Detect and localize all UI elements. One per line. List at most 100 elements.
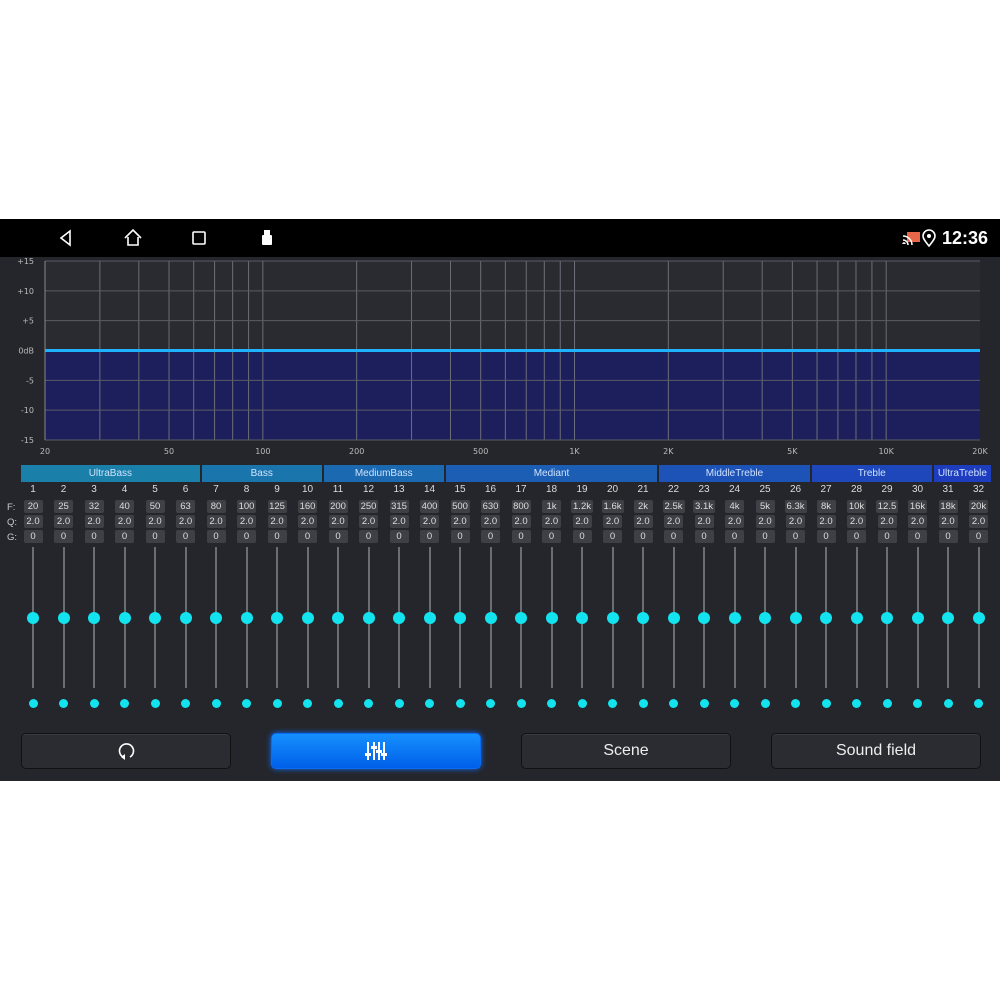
gain-field[interactable]: 0	[572, 530, 592, 543]
gain-slider-knob[interactable]	[179, 611, 192, 624]
frequency-field[interactable]: 12.5	[876, 500, 898, 513]
frequency-field[interactable]: 80	[206, 500, 226, 513]
gain-slider-knob[interactable]	[576, 611, 588, 624]
gain-field[interactable]: 0	[603, 530, 622, 543]
q-field[interactable]: 2.0	[359, 515, 378, 528]
gain-slider-knob[interactable]	[850, 611, 863, 624]
gain-field[interactable]: 0	[54, 530, 73, 543]
q-field[interactable]: 2.0	[908, 515, 927, 528]
gain-field[interactable]: 0	[359, 530, 378, 543]
frequency-field[interactable]: 32	[84, 500, 104, 513]
gain-slider-knob[interactable]	[240, 611, 253, 624]
gain-slider-knob[interactable]	[454, 611, 466, 624]
gain-slider-knob[interactable]	[698, 611, 710, 624]
gain-slider-knob[interactable]	[789, 611, 802, 624]
frequency-field[interactable]: 200	[328, 500, 348, 513]
gain-slider-knob[interactable]	[362, 611, 375, 624]
frequency-field[interactable]: 315	[389, 500, 409, 513]
gain-slider-knob[interactable]	[637, 611, 649, 624]
gain-slider-knob[interactable]	[820, 611, 832, 624]
gain-field[interactable]: 0	[84, 530, 104, 543]
frequency-field[interactable]: 2.5k	[662, 500, 685, 513]
q-field[interactable]: 2.0	[938, 515, 958, 528]
frequency-field[interactable]: 16k	[908, 500, 927, 513]
gain-field[interactable]: 0	[664, 530, 683, 543]
q-field[interactable]: 2.0	[633, 515, 653, 528]
gain-field[interactable]: 0	[786, 530, 805, 543]
frequency-field[interactable]: 800	[511, 500, 531, 513]
gain-slider-knob[interactable]	[118, 611, 131, 624]
gain-slider-knob[interactable]	[728, 611, 741, 624]
q-field[interactable]: 2.0	[23, 515, 43, 528]
gain-field[interactable]: 0	[481, 530, 500, 543]
q-field[interactable]: 2.0	[603, 515, 622, 528]
q-field[interactable]: 2.0	[786, 515, 805, 528]
gain-field[interactable]: 0	[328, 530, 348, 543]
gain-slider-knob[interactable]	[881, 611, 893, 624]
gain-slider-knob[interactable]	[271, 611, 283, 624]
q-field[interactable]: 2.0	[328, 515, 348, 528]
q-field[interactable]: 2.0	[725, 515, 744, 528]
q-field[interactable]: 2.0	[115, 515, 134, 528]
gain-field[interactable]: 0	[145, 530, 165, 543]
frequency-field[interactable]: 18k	[938, 500, 958, 513]
q-field[interactable]: 2.0	[54, 515, 73, 528]
frequency-field[interactable]: 3.1k	[693, 500, 715, 513]
q-field[interactable]: 2.0	[542, 515, 561, 528]
q-field[interactable]: 2.0	[511, 515, 531, 528]
gain-field[interactable]: 0	[847, 530, 866, 543]
gain-slider-knob[interactable]	[515, 611, 527, 624]
q-field[interactable]: 2.0	[969, 515, 988, 528]
frequency-field[interactable]: 25	[54, 500, 73, 513]
gain-slider-knob[interactable]	[606, 611, 619, 624]
frequency-field[interactable]: 6.3k	[784, 500, 807, 513]
gain-field[interactable]: 0	[969, 530, 988, 543]
q-field[interactable]: 2.0	[298, 515, 317, 528]
recents-icon[interactable]	[188, 227, 210, 249]
gain-slider-knob[interactable]	[942, 611, 954, 624]
q-field[interactable]: 2.0	[755, 515, 775, 528]
frequency-field[interactable]: 20k	[969, 500, 988, 513]
gain-field[interactable]: 0	[694, 530, 714, 543]
q-field[interactable]: 2.0	[84, 515, 104, 528]
frequency-field[interactable]: 500	[450, 500, 470, 513]
reset-button[interactable]	[21, 733, 231, 769]
gain-field[interactable]: 0	[450, 530, 470, 543]
gain-field[interactable]: 0	[176, 530, 195, 543]
gain-field[interactable]: 0	[816, 530, 836, 543]
frequency-field[interactable]: 50	[145, 500, 165, 513]
frequency-field[interactable]: 160	[298, 500, 317, 513]
gain-slider-knob[interactable]	[972, 611, 985, 624]
q-field[interactable]: 2.0	[450, 515, 470, 528]
gain-slider-knob[interactable]	[667, 611, 680, 624]
frequency-field[interactable]: 4k	[725, 500, 744, 513]
frequency-field[interactable]: 1.6k	[601, 500, 624, 513]
gain-slider-knob[interactable]	[545, 611, 558, 624]
frequency-field[interactable]: 125	[267, 500, 287, 513]
gain-field[interactable]: 0	[725, 530, 744, 543]
gain-slider-knob[interactable]	[423, 611, 436, 624]
q-field[interactable]: 2.0	[572, 515, 592, 528]
sound-field-button[interactable]: Sound field	[771, 733, 981, 769]
frequency-field[interactable]: 20	[23, 500, 43, 513]
frequency-field[interactable]: 400	[420, 500, 439, 513]
home-icon[interactable]	[122, 227, 144, 249]
gain-slider-knob[interactable]	[301, 611, 314, 624]
gain-field[interactable]: 0	[755, 530, 775, 543]
gain-field[interactable]: 0	[237, 530, 256, 543]
q-field[interactable]: 2.0	[481, 515, 500, 528]
frequency-field[interactable]: 63	[176, 500, 195, 513]
frequency-field[interactable]: 8k	[816, 500, 836, 513]
q-field[interactable]: 2.0	[877, 515, 897, 528]
frequency-field[interactable]: 5k	[755, 500, 775, 513]
q-field[interactable]: 2.0	[816, 515, 836, 528]
gain-field[interactable]: 0	[267, 530, 287, 543]
q-field[interactable]: 2.0	[206, 515, 226, 528]
gain-slider-knob[interactable]	[149, 611, 161, 624]
gain-field[interactable]: 0	[542, 530, 561, 543]
back-icon[interactable]	[55, 227, 77, 249]
gain-field[interactable]: 0	[206, 530, 226, 543]
frequency-field[interactable]: 1.2k	[571, 500, 593, 513]
frequency-field[interactable]: 250	[359, 500, 378, 513]
gain-field[interactable]: 0	[298, 530, 317, 543]
